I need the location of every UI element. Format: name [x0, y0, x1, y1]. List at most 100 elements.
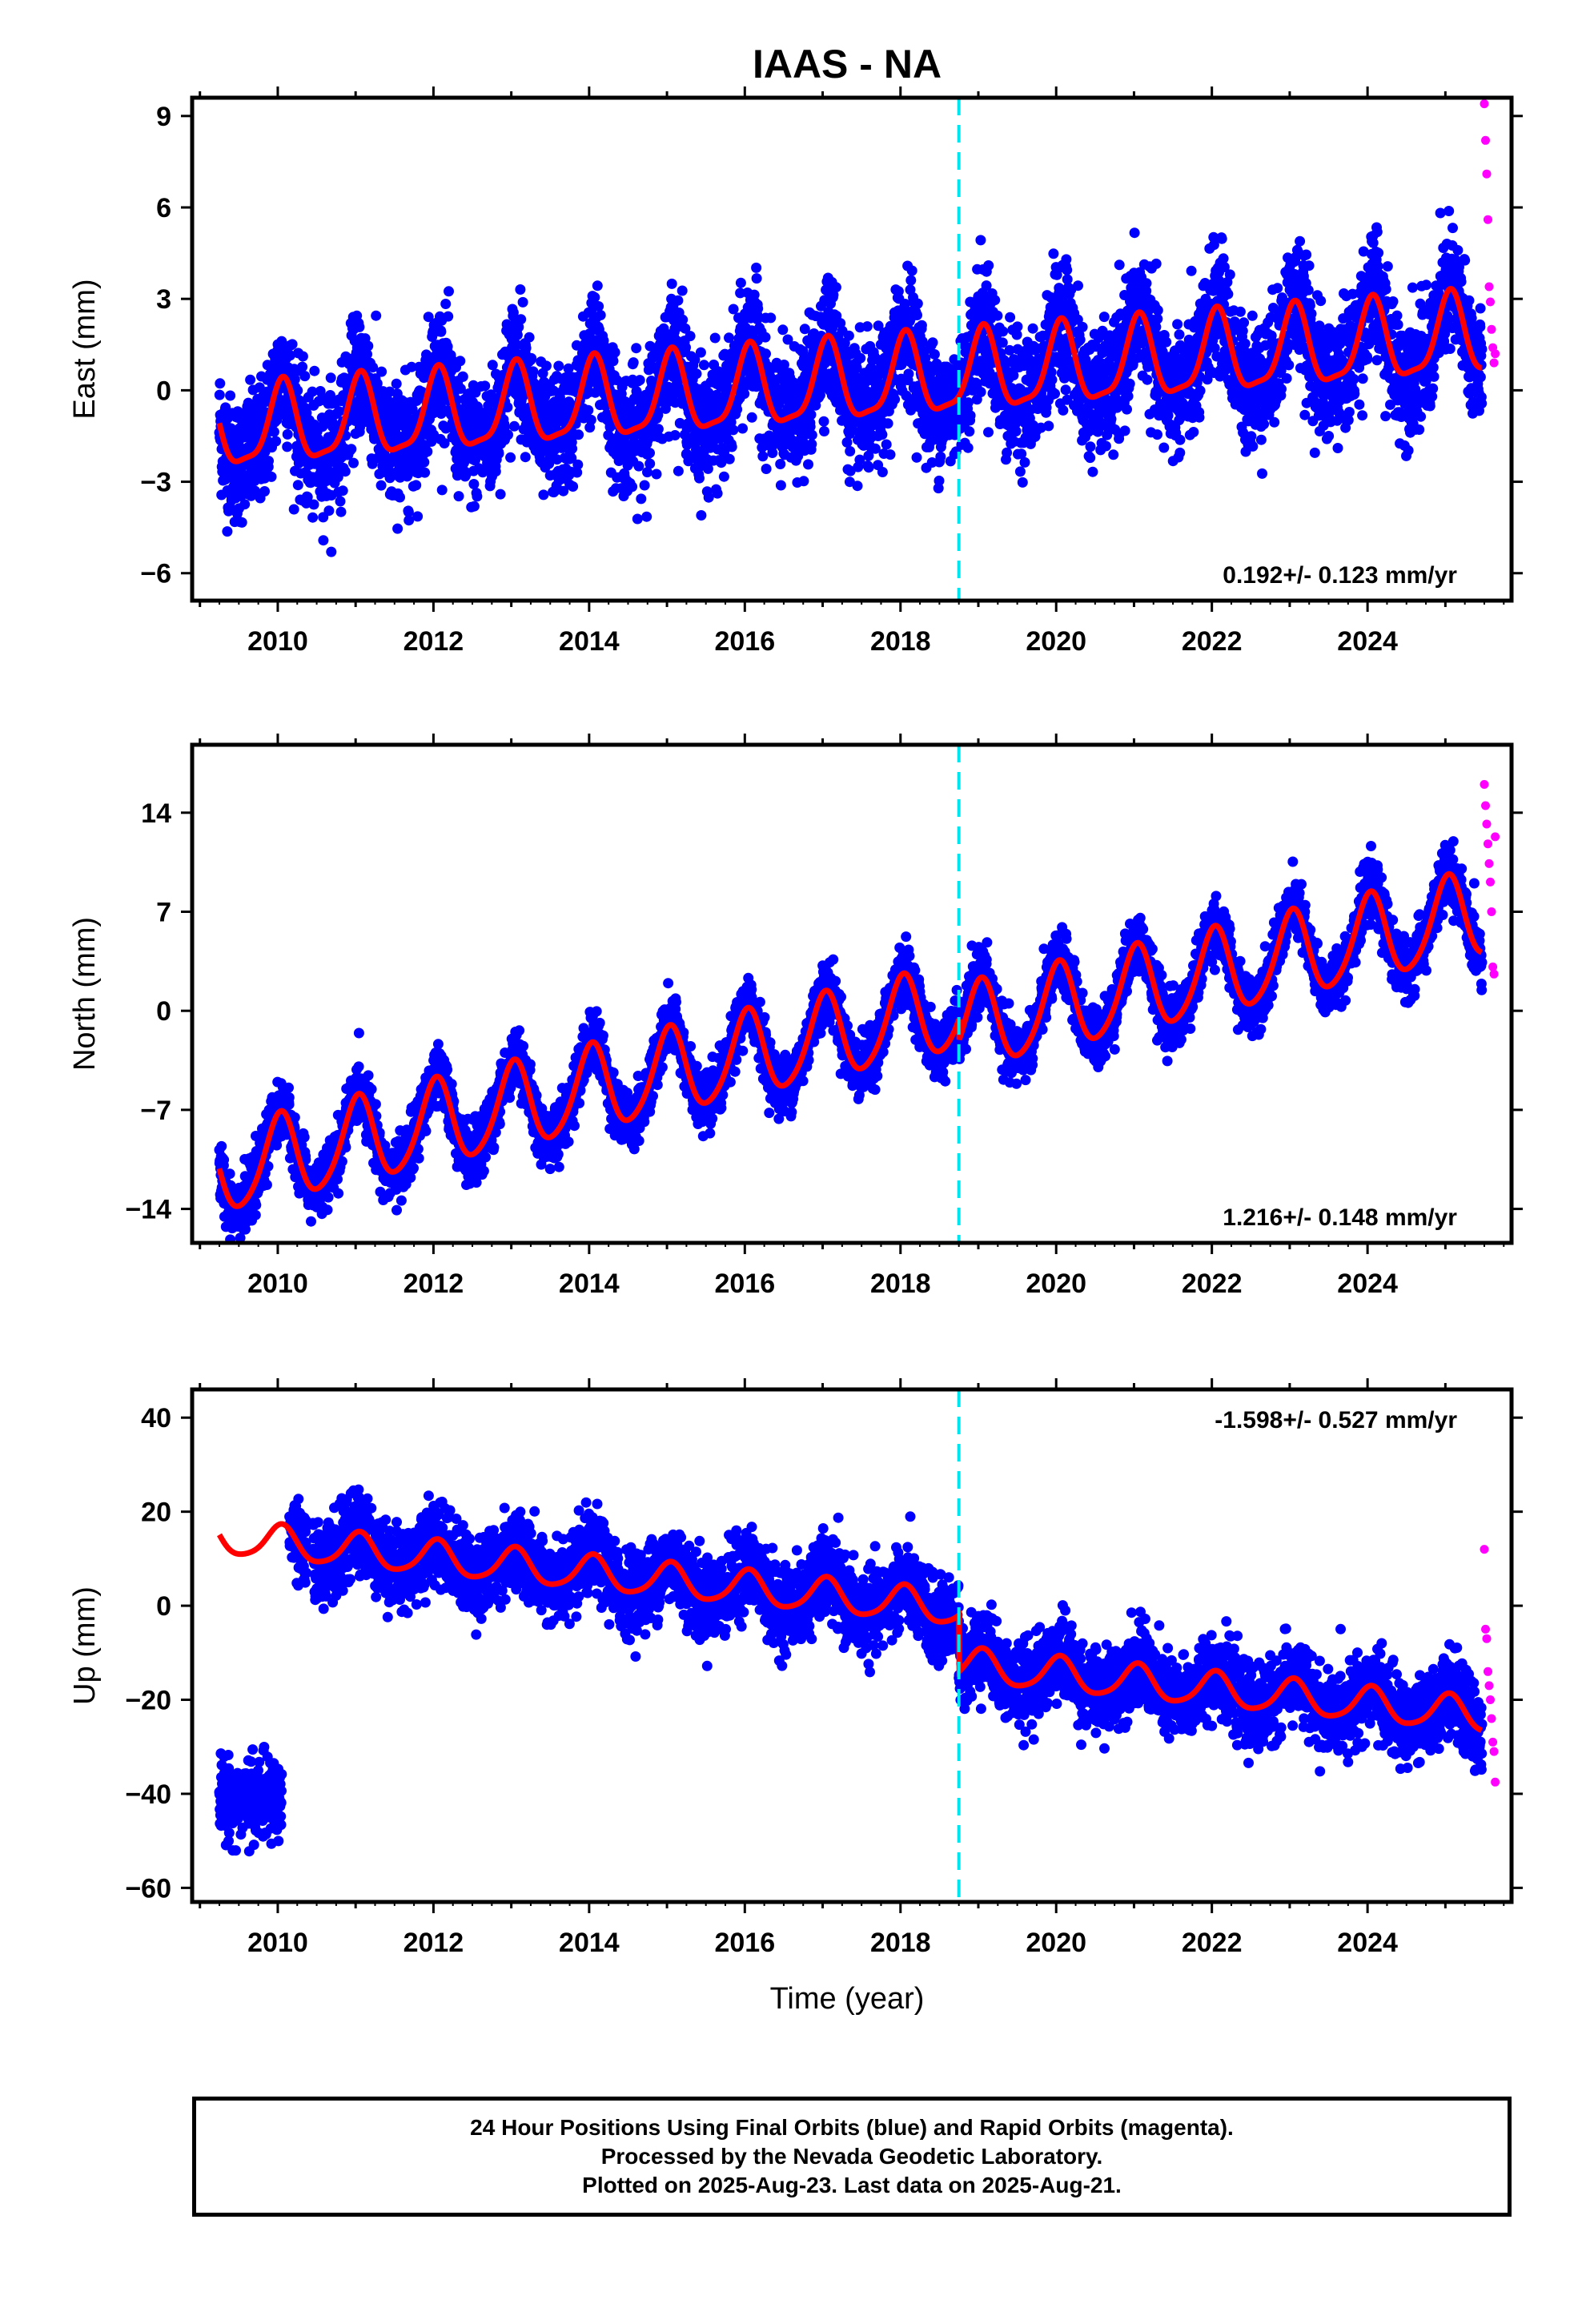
final-orbit-point: [1142, 374, 1153, 385]
final-orbit-point: [1062, 264, 1073, 275]
final-orbit-point: [639, 480, 650, 491]
final-orbit-point: [798, 476, 809, 487]
final-orbit-point: [307, 386, 318, 397]
final-orbit-point: [1002, 447, 1013, 458]
final-orbit-point: [480, 380, 491, 392]
final-orbit-point: [777, 324, 789, 336]
final-orbit-point: [1058, 404, 1069, 416]
final-orbit-point: [695, 347, 706, 358]
final-orbit-point: [508, 420, 520, 432]
final-orbit-point: [962, 442, 974, 453]
final-orbit-point: [627, 481, 638, 493]
final-orbit-point: [1100, 440, 1111, 452]
panel-east: 2010 2012 2014 2016 2018 2020 2022 2024−6−30369…: [68, 86, 1523, 657]
final-orbit-point: [354, 321, 365, 332]
final-orbit-point: [1172, 319, 1183, 330]
final-orbit-point: [830, 282, 841, 293]
final-orbit-point: [877, 467, 888, 477]
final-orbit-point: [1027, 323, 1038, 334]
final-orbit-point: [728, 424, 739, 436]
final-orbit-point: [282, 441, 293, 452]
final-orbit-point: [1224, 269, 1235, 280]
final-orbit-point: [420, 467, 431, 478]
final-orbit-point: [284, 350, 295, 361]
final-orbit-point: [775, 480, 786, 491]
final-orbit-point: [292, 480, 303, 491]
final-orbit-point: [214, 389, 225, 400]
final-orbit-point: [567, 443, 578, 454]
final-orbit-point: [735, 277, 746, 288]
final-orbit-point: [632, 513, 643, 525]
final-orbit-point: [760, 332, 771, 343]
final-orbit-point: [990, 295, 1001, 306]
final-orbit-point: [287, 339, 298, 350]
final-orbit-point: [419, 456, 430, 468]
final-orbit-point: [806, 439, 817, 450]
final-orbit-point: [633, 460, 644, 472]
final-orbit-point: [332, 472, 343, 483]
final-orbit-point: [889, 394, 901, 405]
final-orbit-point: [538, 489, 549, 501]
final-orbit-point: [493, 448, 504, 459]
final-orbit-point: [912, 310, 922, 320]
final-orbit-point: [997, 337, 1008, 348]
final-orbit-point: [1014, 466, 1026, 477]
final-orbit-point: [282, 428, 293, 440]
final-orbit-point: [805, 409, 817, 420]
final-orbit-point: [732, 404, 743, 415]
final-orbit-point: [1174, 434, 1186, 445]
final-orbit-point: [992, 310, 1003, 321]
final-orbit-point: [266, 471, 277, 482]
final-orbit-point: [1150, 258, 1162, 269]
final-orbit-point: [935, 451, 946, 462]
final-orbit-point: [1077, 321, 1088, 332]
final-orbit-point: [803, 459, 813, 470]
final-orbit-point: [215, 378, 226, 389]
final-orbit-point: [691, 368, 702, 380]
final-orbit-point: [1269, 416, 1280, 428]
final-orbit-point: [1061, 254, 1072, 265]
final-orbit-point: [553, 360, 564, 372]
final-orbit-point: [651, 468, 662, 480]
final-orbit-point: [903, 368, 914, 380]
final-orbit-point: [912, 298, 923, 309]
final-orbit-point: [726, 441, 737, 452]
final-orbit-point: [882, 418, 893, 429]
final-orbit-point: [1247, 440, 1259, 452]
final-orbit-point: [367, 362, 379, 373]
final-orbit-point: [302, 492, 313, 503]
final-orbit-point: [528, 366, 539, 377]
final-orbit-point: [268, 426, 279, 437]
final-orbit-point: [490, 466, 501, 477]
final-orbit-point: [934, 475, 945, 486]
final-orbit-point: [335, 496, 346, 507]
final-orbit-point: [583, 404, 594, 416]
final-orbit-point: [906, 265, 917, 276]
final-orbit-point: [323, 505, 335, 517]
final-orbit-point: [436, 485, 448, 496]
final-orbit-point: [1017, 476, 1028, 488]
final-orbit-point: [391, 378, 402, 389]
final-orbit-point: [927, 337, 938, 348]
final-orbit-point: [975, 387, 986, 397]
final-orbit-point: [1074, 334, 1086, 345]
final-orbit-point: [1085, 441, 1096, 452]
final-orbit-point: [751, 262, 762, 273]
final-orbit-point: [983, 427, 994, 438]
final-orbit-point: [712, 488, 723, 499]
final-orbit-point: [1158, 442, 1170, 453]
final-orbit-point: [1194, 412, 1205, 423]
final-orbit-point: [724, 453, 735, 464]
final-orbit-point: [339, 466, 351, 477]
final-orbit-point: [765, 312, 777, 324]
final-orbit-point: [696, 510, 707, 521]
final-orbit-point: [245, 374, 256, 385]
final-orbit-point: [592, 280, 603, 292]
final-orbit-point: [520, 343, 532, 354]
final-orbit-point: [1106, 413, 1117, 424]
final-orbit-point: [517, 296, 528, 308]
final-orbit-point: [487, 360, 498, 371]
final-orbit-point: [337, 485, 348, 497]
final-orbit-point: [1085, 452, 1096, 464]
final-orbit-point: [666, 278, 677, 289]
